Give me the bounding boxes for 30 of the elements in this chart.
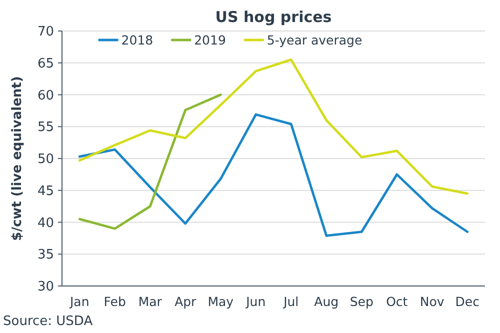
x-tick-label: Aug <box>314 294 339 309</box>
legend-label: 2018 <box>121 32 154 48</box>
y-tick-label: 30 <box>37 280 54 295</box>
x-tick-label: Jul <box>282 294 299 309</box>
x-tick-label: Dec <box>455 294 480 309</box>
legend-label: 5-year average <box>266 32 362 48</box>
line-series <box>78 58 469 195</box>
x-tick-label: Jun <box>245 294 266 309</box>
x-tick-label: Sep <box>350 294 374 309</box>
legend-label: 2019 <box>194 32 226 48</box>
y-tick-label: 35 <box>37 248 54 263</box>
x-tick-label: Jan <box>68 294 90 309</box>
y-tick-label: 40 <box>37 216 54 231</box>
y-tick-label: 50 <box>37 152 54 168</box>
x-tick-label: Oct <box>386 294 408 309</box>
x-tick-label: Nov <box>420 294 445 309</box>
x-tick-label: Apr <box>174 294 198 309</box>
line-series <box>78 113 469 237</box>
y-tick-label: 55 <box>37 120 54 136</box>
y-tick-label: 45 <box>37 184 54 199</box>
line-series <box>78 94 222 230</box>
chart-title: US hog prices <box>215 8 332 26</box>
x-tick-label: Feb <box>104 294 126 309</box>
y-axis-title: $/cwt (live equivalent) <box>10 76 25 241</box>
x-tick-label: May <box>208 294 234 309</box>
y-tick-label: 70 <box>37 24 54 40</box>
x-tick-label: Mar <box>138 294 163 309</box>
y-tick-label: 65 <box>37 56 54 72</box>
y-tick-label: 60 <box>37 88 54 104</box>
source-note: Source: USDA <box>3 314 93 329</box>
